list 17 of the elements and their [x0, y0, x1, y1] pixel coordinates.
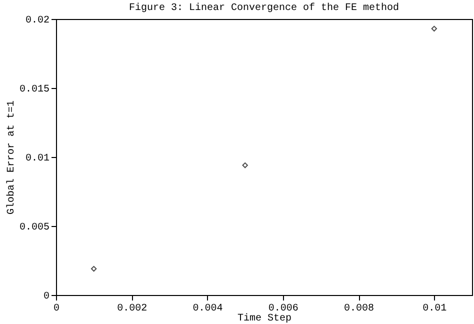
x-tick-label: 0.008	[344, 304, 374, 314]
y-tick-label: 0	[43, 292, 50, 302]
point	[90, 266, 97, 272]
y-tick-label: 0.01	[25, 154, 50, 164]
x-tick-label: 0.01	[422, 304, 447, 314]
y-tick-label: 0.02	[25, 16, 50, 26]
x-tick-label: 0.006	[268, 304, 298, 314]
y-tick-label: 0.005	[19, 222, 50, 234]
x-tick-label: 0.004	[192, 304, 223, 314]
y-tick-label: 0.015	[19, 84, 50, 96]
chart-title: Figure 3: Linear Convergence of the FE method	[128, 2, 400, 14]
y-axis-title: Global Error at t=1	[5, 100, 18, 215]
point	[242, 162, 248, 168]
point	[431, 26, 438, 32]
x-axis-title: Time Step	[237, 312, 292, 324]
x-tick-label: 0	[53, 304, 60, 314]
x-tick-label: 0.002	[117, 304, 148, 314]
